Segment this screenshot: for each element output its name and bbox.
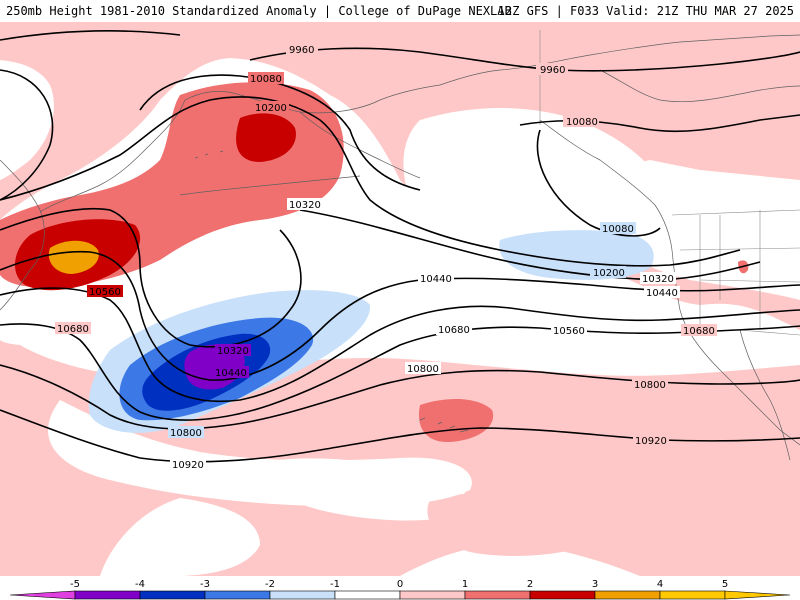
colorbar-tick-label: -5	[70, 579, 80, 590]
contour-label: 9960	[289, 45, 314, 56]
contour-label: 10200	[593, 268, 625, 279]
colorbar-swatch-neg2	[204, 590, 271, 600]
contour-10080-east	[519, 114, 800, 237]
contour-10560	[0, 287, 800, 403]
colorbar-swatch-pos5	[724, 590, 791, 600]
colorbar-swatch-neg1	[269, 590, 336, 600]
height-contours	[0, 30, 800, 463]
contour-label: 10440	[215, 368, 247, 379]
contour-9960-west	[0, 30, 181, 41]
anomaly-map: 9960 9960 10080 10080 10080 10200 10200 …	[0, 22, 800, 576]
map-title: 250mb Height 1981-2010 Standardized Anom…	[6, 4, 512, 18]
colorbar-swatches	[9, 590, 791, 600]
contour-label: 10320	[289, 200, 321, 211]
contour-label: 10680	[438, 325, 470, 336]
contour-label: 10800	[170, 428, 202, 439]
colorbar-swatch-neg4	[74, 590, 141, 600]
colorbar-tick-label: -4	[135, 579, 145, 590]
contour-label: 10800	[407, 364, 439, 375]
contour-label: 10560	[89, 287, 121, 298]
contour-label: 10440	[646, 288, 678, 299]
contour-label: 10680	[57, 324, 89, 335]
colorbar-swatch-pos3	[529, 590, 596, 600]
title-bar: 250mb Height 1981-2010 Standardized Anom…	[0, 0, 800, 22]
model-run-info: 12Z GFS | F033 Valid: 21Z THU MAR 27 202…	[497, 4, 794, 18]
contour-label: 10560	[553, 326, 585, 337]
contour-10680	[0, 323, 800, 421]
contour-10320	[0, 207, 761, 348]
colorbar-tick-label: 4	[657, 579, 663, 590]
contour-label: 10080	[250, 74, 282, 85]
contour-label: 10320	[642, 274, 674, 285]
contour-label: 10080	[602, 224, 634, 235]
colorbar-tick-label: -1	[330, 579, 340, 590]
contour-label: 9960	[540, 65, 565, 76]
colorbar-swatch-pos2	[464, 590, 531, 600]
colorbar-tick-label: 5	[722, 579, 728, 590]
contour-label: 10080	[566, 117, 598, 128]
color-scale-bar: -5 -4 -3 -2 -1 0 1 2 3 4 5	[9, 579, 791, 600]
colorbar-tick-label: 0	[397, 579, 403, 590]
contour-label: 10440	[420, 274, 452, 285]
colorbar-tick-label: -3	[200, 579, 210, 590]
contour-10200	[0, 96, 741, 267]
colorbar-tick-label: 3	[592, 579, 598, 590]
colorbar-tick-labels: -5 -4 -3 -2 -1 0 1 2 3 4 5	[70, 579, 728, 590]
contour-label: 10920	[172, 460, 204, 471]
colorbar-swatch-pos4	[594, 590, 661, 600]
political-borders	[539, 30, 800, 336]
colorbar-tick-label: 2	[527, 579, 533, 590]
colorbar-swatch-neg5	[9, 590, 76, 600]
contour-10800	[0, 364, 800, 430]
contour-label: 10920	[635, 436, 667, 447]
contour-label: 10800	[634, 380, 666, 391]
anomaly-pos4-shading	[48, 240, 99, 274]
contour-label: 10680	[683, 326, 715, 337]
contour-10080	[0, 69, 421, 201]
contour-label: 10200	[255, 103, 287, 114]
contour-label: 10320	[217, 346, 249, 357]
coastlines	[0, 34, 800, 461]
colorbar-swatch-zero	[334, 590, 401, 600]
colorbar-tick-label: -2	[265, 579, 275, 590]
contour-labels: 9960 9960 10080 10080 10080 10200 10200 …	[55, 43, 717, 471]
colorbar-tick-label: 1	[462, 579, 468, 590]
colorbar-swatch-neg3	[139, 590, 206, 600]
colorbar-swatch-pos1	[399, 590, 466, 600]
colorbar-swatch-pos5	[659, 590, 726, 600]
